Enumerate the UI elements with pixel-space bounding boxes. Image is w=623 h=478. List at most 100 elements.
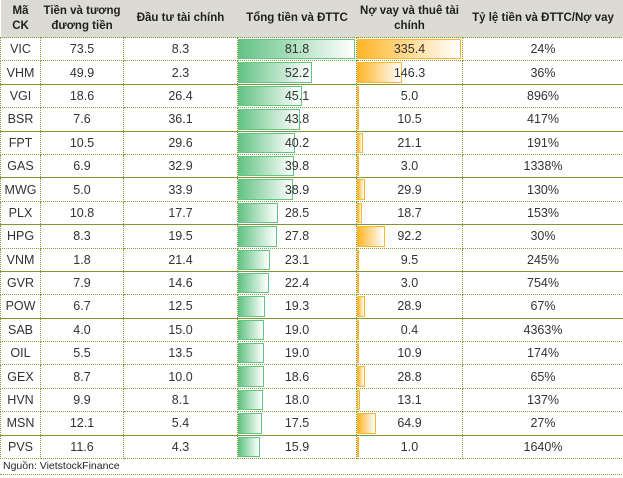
debt-cell: 5.0 [356,84,463,109]
ticker-cell: GVR [0,271,41,296]
total-cell: 27.8 [237,224,357,249]
debt-cell: 13.1 [356,388,463,413]
bar-value: 39.8 [284,159,310,174]
bar-value: 13.1 [397,393,422,408]
ticker-cell: HPG [0,224,41,249]
debt-cell: 29.9 [356,177,463,202]
debt-cell: 9.5 [356,248,463,272]
financial-table: Mã CK Tiền và tương đương tiền Đầu tư tài … [0,0,623,460]
cash-cell: 4.0 [40,318,124,343]
total-cell: 81.8 [237,37,357,62]
cash-cell: 10.5 [40,131,124,155]
table-row: SAB 4.0 15.0 19.0 0.4 4363% [0,318,623,343]
table-row: VIC 73.5 8.3 81.8 335.4 24% [0,37,623,62]
ticker-cell: MWG [0,177,41,202]
cash-cell: 11.6 [40,435,124,460]
investment-cell: 19.5 [123,224,238,249]
data-bar-debt [357,109,360,130]
total-cell: 15.9 [237,435,357,460]
column-header-cash: Tiền và tương đương tiền [40,0,124,38]
bar-value: 15.9 [284,439,310,454]
investment-cell: 4.3 [123,435,238,460]
bar-value: 21.1 [397,135,422,150]
total-cell: 39.8 [237,154,357,179]
bar-value: 17.5 [284,416,310,431]
total-cell: 18.6 [237,364,357,389]
investment-cell: 8.3 [123,37,238,62]
total-cell: 23.1 [237,248,357,272]
ticker-cell: OIL [0,341,41,366]
bar-value: 18.7 [397,205,422,220]
debt-cell: 10.9 [356,341,463,366]
ratio-cell: 24% [462,37,623,62]
bar-value: 22.4 [284,276,310,291]
ticker-cell: VNM [0,248,41,272]
bar-value: 64.9 [397,416,422,431]
data-bar-debt [357,249,359,270]
bar-value: 19.0 [284,346,310,361]
bar-value: 40.2 [284,135,310,150]
bar-value: 81.8 [284,42,310,57]
debt-cell: 21.1 [356,131,463,155]
bar-value: 5.0 [400,88,419,103]
ratio-cell: 896% [462,84,623,109]
bar-value: 146.3 [393,65,426,80]
ratio-cell: 30% [462,224,623,249]
investment-cell: 8.1 [123,388,238,413]
total-cell: 17.5 [237,411,357,436]
ratio-cell: 1640% [462,435,623,460]
ratio-cell: 67% [462,294,623,319]
bar-value: 19.0 [284,322,310,337]
data-bar-total [238,202,279,224]
ratio-cell: 130% [462,177,623,202]
ratio-cell: 245% [462,248,623,272]
data-bar-debt [357,343,360,364]
table-row: BSR 7.6 36.1 43.8 10.5 417% [0,107,623,132]
data-bar-debt [357,319,359,341]
investment-cell: 21.4 [123,248,238,272]
column-header-ticker: Mã CK [0,0,41,38]
debt-cell: 0.4 [356,318,463,343]
table-row: POW 6.7 12.5 19.3 28.9 67% [0,294,623,319]
data-bar-debt [357,39,461,60]
cash-cell: 10.8 [40,201,124,226]
ticker-cell: POW [0,294,41,319]
bar-value: 18.0 [284,393,310,408]
investment-cell: 36.1 [123,107,238,132]
debt-cell: 28.8 [356,364,463,389]
column-header-ratio: Tỷ lệ tiền và ĐTTC/Nợ vay [462,0,623,38]
total-cell: 52.2 [237,60,357,85]
data-bar-debt [357,413,377,434]
bar-value: 1.0 [400,439,419,454]
ticker-cell: HVN [0,388,41,413]
total-cell: 19.0 [237,318,357,343]
ratio-cell: 754% [462,271,623,296]
data-bar-total [238,296,265,317]
data-bar-debt [357,296,366,317]
total-cell: 38.9 [237,177,357,202]
data-bar-total [238,109,301,130]
debt-cell: 335.4 [356,37,463,62]
table-row: HVN 9.9 8.1 18.0 13.1 137% [0,388,623,413]
debt-cell: 3.0 [356,154,463,179]
cash-cell: 5.5 [40,341,124,366]
cash-cell: 7.9 [40,271,124,296]
debt-cell: 64.9 [356,411,463,436]
total-cell: 40.2 [237,131,357,155]
header-row: Mã CK Tiền và tương đương tiền Đầu tư tài … [0,0,623,38]
data-bar-debt [357,226,385,247]
table-row: VGI 18.6 26.4 45.1 5.0 896% [0,84,623,109]
data-bar-total [238,132,295,153]
data-bar-total [238,39,355,60]
table-header: Mã CK Tiền và tương đương tiền Đầu tư tài … [0,0,623,38]
ticker-cell: VGI [0,84,41,109]
debt-cell: 92.2 [356,224,463,249]
table-row: VNM 1.8 21.4 23.1 9.5 245% [0,248,623,272]
data-bar-debt [357,62,402,83]
bar-value: 28.8 [397,369,422,384]
debt-cell: 146.3 [356,60,463,85]
ratio-cell: 174% [462,341,623,366]
table-row: GEX 8.7 10.0 18.6 28.8 65% [0,364,623,389]
table-row: PLX 10.8 17.7 28.5 18.7 153% [0,201,623,226]
